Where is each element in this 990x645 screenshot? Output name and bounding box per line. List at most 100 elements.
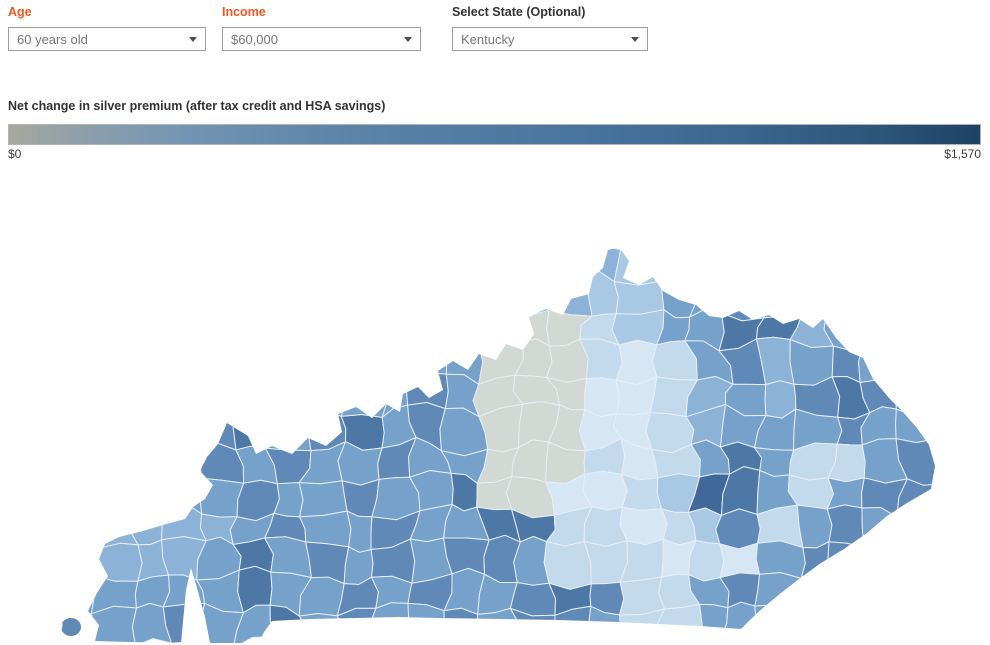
county[interactable] [511,242,554,284]
county[interactable] [339,377,389,418]
county[interactable] [826,504,865,548]
county[interactable] [57,442,104,475]
county[interactable] [545,338,589,383]
age-dropdown[interactable]: 60 years old [8,27,206,51]
county[interactable] [128,370,175,414]
county[interactable] [439,247,486,278]
county[interactable] [721,247,770,284]
county[interactable] [164,370,206,411]
county[interactable] [829,607,872,645]
county[interactable] [619,506,668,546]
county[interactable] [61,240,100,284]
county[interactable] [439,275,480,321]
county[interactable] [859,241,904,286]
county[interactable] [615,339,658,386]
county[interactable] [403,241,448,278]
county[interactable] [856,314,906,346]
county[interactable] [91,542,143,582]
county[interactable] [200,337,238,379]
county[interactable] [474,247,521,282]
county[interactable] [688,540,725,582]
county[interactable] [194,313,242,345]
county[interactable] [382,338,411,380]
county[interactable] [546,239,591,284]
county[interactable] [336,607,377,643]
county[interactable] [715,508,761,550]
county[interactable] [62,279,103,318]
county[interactable] [893,569,936,618]
county[interactable] [861,574,901,612]
county[interactable] [125,273,165,318]
county[interactable] [59,341,104,382]
county[interactable] [902,315,941,352]
county[interactable] [546,270,593,317]
county[interactable] [200,371,241,410]
county[interactable] [164,402,206,442]
county[interactable] [226,241,275,282]
county[interactable] [125,240,173,281]
county[interactable] [789,613,839,639]
county[interactable] [380,313,411,350]
county[interactable] [123,307,169,341]
county[interactable] [162,477,203,515]
county[interactable] [378,273,415,317]
county[interactable] [159,240,208,279]
county[interactable] [473,276,521,313]
county[interactable] [826,241,868,286]
county[interactable] [267,337,313,383]
county[interactable] [791,244,836,285]
county[interactable] [267,311,318,348]
county[interactable] [619,608,666,645]
county[interactable] [300,378,347,417]
county[interactable] [57,406,94,448]
county[interactable] [228,337,273,382]
county[interactable] [901,342,939,386]
county[interactable] [299,510,352,548]
county[interactable] [125,337,169,383]
county[interactable] [96,473,132,517]
county[interactable] [336,242,381,282]
county[interactable] [60,471,104,509]
county[interactable] [894,537,939,576]
county[interactable] [796,504,833,549]
county[interactable] [232,405,271,451]
county[interactable] [96,338,134,383]
county[interactable] [52,546,104,575]
county[interactable] [269,276,311,318]
county[interactable] [825,272,862,318]
county[interactable] [307,337,347,384]
county[interactable] [164,336,206,376]
county[interactable] [265,409,312,452]
county[interactable] [86,403,139,447]
county[interactable] [234,313,273,346]
county[interactable] [91,372,136,410]
county[interactable] [584,377,620,418]
county[interactable] [715,279,771,322]
county[interactable] [657,603,704,645]
county[interactable] [266,378,309,418]
county[interactable] [126,477,170,517]
county[interactable] [621,473,662,511]
county[interactable] [899,608,939,645]
county[interactable] [619,576,666,616]
county[interactable] [583,540,629,585]
county[interactable] [476,307,524,342]
income-dropdown[interactable]: $60,000 [222,27,421,51]
state-dropdown[interactable]: Kentucky [452,27,648,51]
county[interactable] [789,576,839,618]
county[interactable] [95,279,132,318]
county[interactable] [194,274,242,319]
county[interactable] [345,306,387,351]
county[interactable] [369,602,412,645]
county[interactable] [309,306,350,351]
county[interactable] [298,613,345,645]
county[interactable] [96,503,139,548]
county[interactable] [793,272,836,315]
county[interactable] [895,377,939,416]
county[interactable] [230,274,273,320]
county[interactable] [134,406,175,446]
county[interactable] [827,541,869,581]
county[interactable] [894,242,941,281]
county[interactable] [54,570,96,615]
county[interactable] [55,503,104,554]
